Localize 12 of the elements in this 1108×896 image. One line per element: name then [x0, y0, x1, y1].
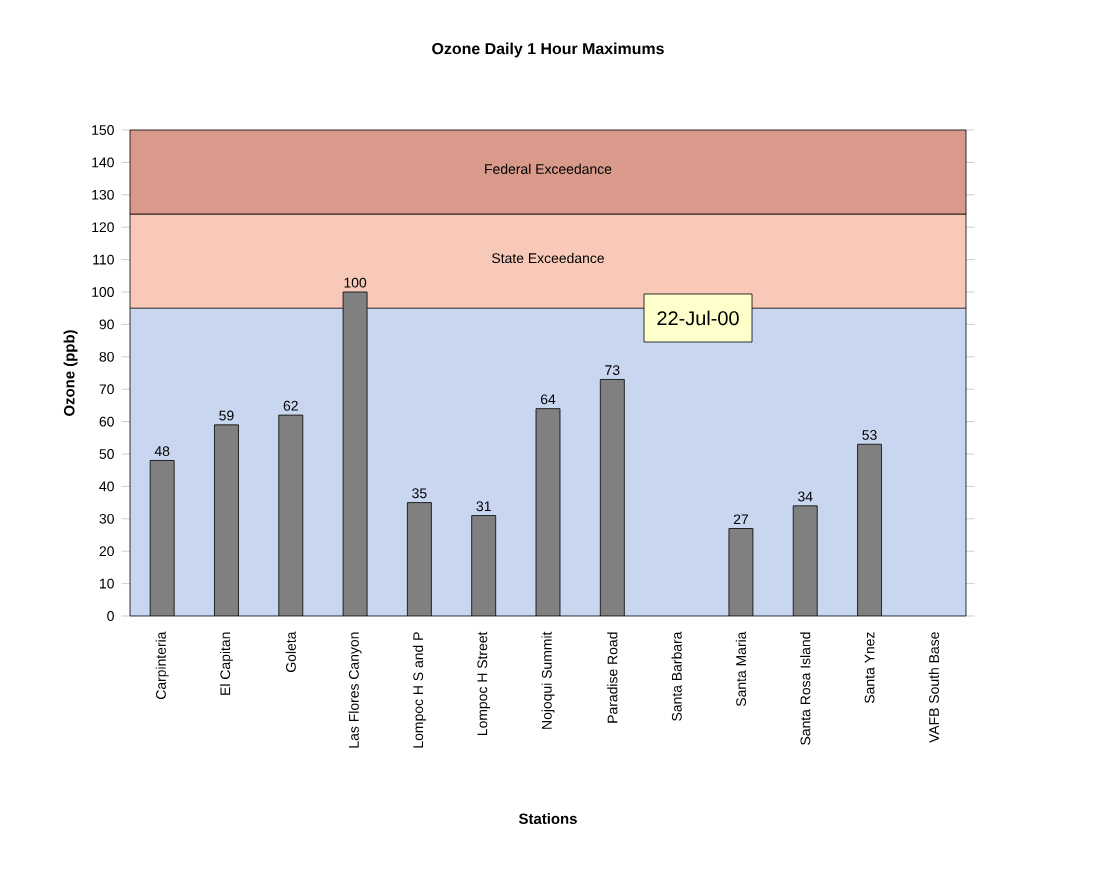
bar [149, 460, 175, 616]
bar [406, 502, 432, 616]
bar [792, 505, 818, 616]
bar [599, 379, 625, 616]
bar [535, 408, 561, 616]
bar [857, 443, 882, 616]
bar [214, 424, 239, 616]
bar [728, 528, 754, 616]
bar [471, 515, 497, 616]
bar [342, 291, 368, 616]
annotation: 22-Jul-00 [657, 310, 739, 326]
bar [278, 414, 304, 616]
